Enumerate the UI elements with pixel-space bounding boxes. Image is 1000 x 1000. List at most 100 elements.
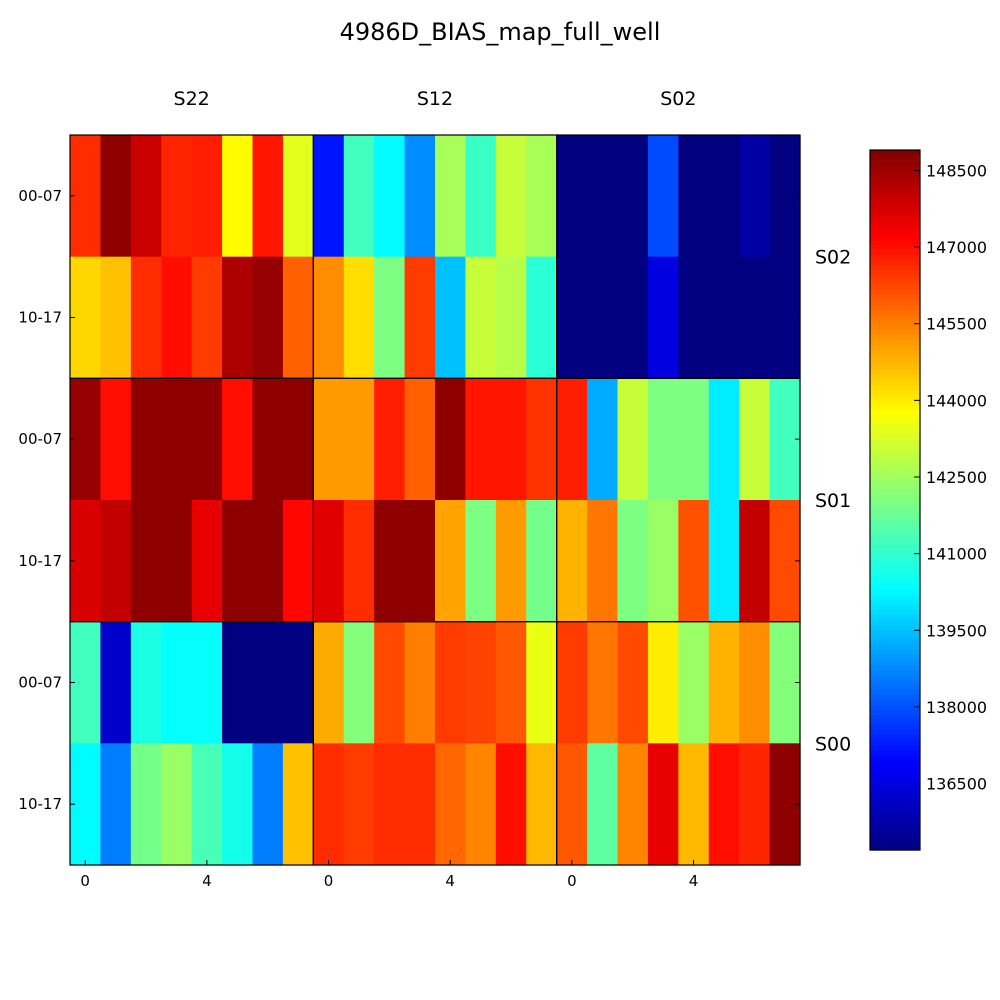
heatmap-cell xyxy=(70,743,102,866)
heatmap-cell xyxy=(374,621,406,744)
heatmap-cell xyxy=(435,256,467,379)
axis-labels: S22 0 4 S12 0 4 S02 0 4 S02 00-07 10-17 S01 00-07 10-1… xyxy=(18,88,851,890)
colorbar-segment xyxy=(870,460,920,466)
colorbar-segment xyxy=(870,750,920,756)
colorbar-segment xyxy=(870,770,920,776)
heatmap-cell xyxy=(617,256,649,379)
heatmap-cell xyxy=(252,621,284,744)
colorbar-segment xyxy=(870,510,920,516)
heatmap-cell xyxy=(556,621,588,744)
heatmap-cell xyxy=(465,256,497,379)
colorbar-segment xyxy=(870,660,920,666)
colorbar-segment xyxy=(870,575,920,581)
heatmap-cell xyxy=(343,621,375,744)
colorbar-segment xyxy=(870,825,920,831)
heatmap-cell xyxy=(465,621,497,744)
colorbar-segment xyxy=(870,150,920,156)
colorbar-segment xyxy=(870,785,920,791)
colorbar-segment xyxy=(870,270,920,276)
heatmap-cell xyxy=(465,378,497,501)
heatmap-cell xyxy=(100,500,132,623)
heatmap-cell xyxy=(708,621,740,744)
colorbar-segment xyxy=(870,530,920,536)
x-tick-label: 4 xyxy=(445,872,455,890)
y-tick-label: 10-17 xyxy=(18,552,62,570)
heatmap-cell xyxy=(191,621,223,744)
colorbar-segment xyxy=(870,375,920,381)
heatmap-cell xyxy=(313,135,345,258)
colorbar-segment xyxy=(870,670,920,676)
heatmap-cell xyxy=(617,378,649,501)
colorbar-segment xyxy=(870,725,920,731)
colorbar-segment xyxy=(870,320,920,326)
heatmap-cell xyxy=(130,743,162,866)
colorbar-segment xyxy=(870,250,920,256)
heatmap-cell xyxy=(222,500,254,623)
heatmap-cell xyxy=(465,500,497,623)
colorbar-segment xyxy=(870,180,920,186)
colorbar-segment xyxy=(870,265,920,271)
colorbar-segment xyxy=(870,225,920,231)
colorbar-segment xyxy=(870,730,920,736)
colorbar-segment xyxy=(870,580,920,586)
colorbar-segment xyxy=(870,340,920,346)
colorbar-segment xyxy=(870,385,920,391)
heatmap-cell xyxy=(313,621,345,744)
colorbar-segment xyxy=(870,315,920,321)
heatmap-cell xyxy=(526,135,558,258)
colorbar-segment xyxy=(870,390,920,396)
heatmap-cell xyxy=(130,621,162,744)
heatmap-cell xyxy=(404,256,436,379)
colorbar-tick-label: 144000 xyxy=(926,391,987,410)
colorbar-segment xyxy=(870,650,920,656)
heatmap-cell xyxy=(70,621,102,744)
heatmap-cell xyxy=(556,378,588,501)
colorbar-segment xyxy=(870,290,920,296)
heatmap-cell xyxy=(313,256,345,379)
colorbar-tick-label: 136500 xyxy=(926,775,987,794)
colorbar-segment xyxy=(870,570,920,576)
colorbar-segment xyxy=(870,555,920,561)
colorbar-segment xyxy=(870,220,920,226)
colorbar-segment xyxy=(870,215,920,221)
colorbar-segment xyxy=(870,645,920,651)
colorbar-segment xyxy=(870,735,920,741)
panel-frames xyxy=(69,134,801,866)
heatmap-cell xyxy=(404,621,436,744)
colorbar: 136500 138000 139500 141000 142500 144000 1455… xyxy=(869,149,987,851)
colorbar-segment xyxy=(870,230,920,236)
colorbar-segment xyxy=(870,685,920,691)
heatmap-cell xyxy=(222,621,254,744)
heatmap-cell xyxy=(647,135,679,258)
colorbar-segment xyxy=(870,305,920,311)
colorbar-segment xyxy=(870,360,920,366)
heatmap-cell xyxy=(556,500,588,623)
heatmap-cell xyxy=(556,743,588,866)
heatmap-cell xyxy=(556,256,588,379)
heatmap-cell xyxy=(161,743,193,866)
heatmap-cell xyxy=(130,500,162,623)
heatmap-cell xyxy=(495,135,527,258)
colorbar-segment xyxy=(870,330,920,336)
colorbar-segment xyxy=(870,620,920,626)
colorbar-segment xyxy=(870,410,920,416)
heatmap-cell xyxy=(100,743,132,866)
heatmap-cell xyxy=(708,256,740,379)
colorbar-segment xyxy=(870,780,920,786)
heatmap-cell xyxy=(708,135,740,258)
colorbar-segment xyxy=(870,190,920,196)
heatmap-cell xyxy=(70,500,102,623)
heatmap-cell xyxy=(587,378,619,501)
heatmap-cell xyxy=(100,135,132,258)
heatmap-cell xyxy=(739,621,771,744)
heatmap-cell xyxy=(647,743,679,866)
heatmap-cell xyxy=(404,378,436,501)
colorbar-segment xyxy=(870,590,920,596)
colorbar-segment xyxy=(870,820,920,826)
heatmap-cell xyxy=(161,621,193,744)
heatmap-cell xyxy=(130,256,162,379)
row-group-label: S01 xyxy=(815,490,851,512)
colorbar-tick-label: 139500 xyxy=(926,621,987,640)
x-tick-label: 0 xyxy=(567,872,577,890)
colorbar-segment xyxy=(870,495,920,501)
